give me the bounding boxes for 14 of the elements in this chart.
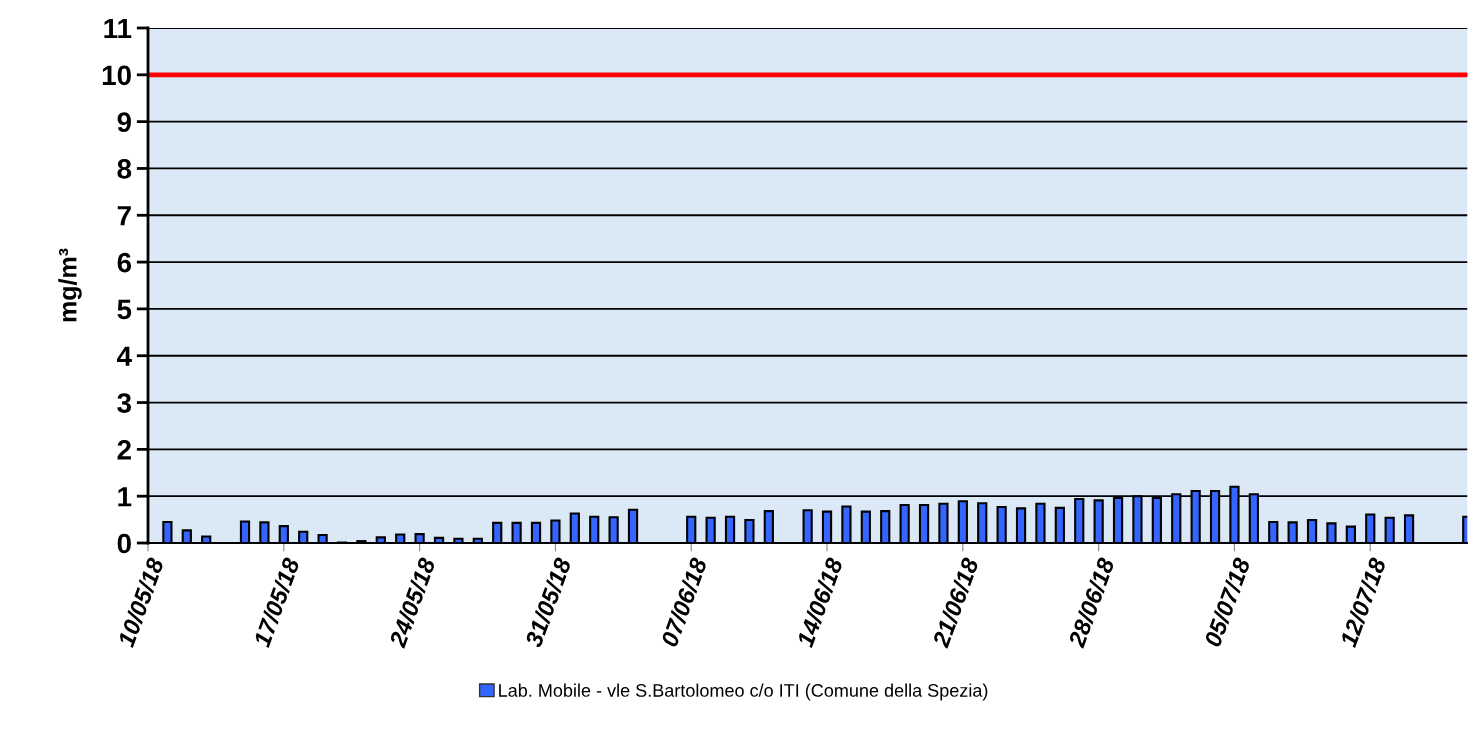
y-tick-label: 8 <box>117 159 132 179</box>
y-axis-title: mg/m³ <box>58 248 82 322</box>
y-tick-label: 2 <box>117 440 131 460</box>
y-tick-label: 4 <box>117 346 132 366</box>
y-tick-label: 5 <box>117 299 132 320</box>
y-tick-label: 0 <box>117 533 131 554</box>
y-tick-label: 11 <box>104 18 132 39</box>
y-tick-label: 7 <box>117 206 131 226</box>
y-tick-label: 9 <box>117 112 131 132</box>
y-tick-label: 10 <box>102 65 131 86</box>
y-tick-label: 6 <box>117 252 132 273</box>
y-tick-label: 1 <box>118 487 132 507</box>
legend-label: Lab. Mobile - vle S.Bartolomeo c/o ITI (Comune della Spezia) <box>499 683 988 701</box>
y-tick-label: 3 <box>117 393 132 413</box>
